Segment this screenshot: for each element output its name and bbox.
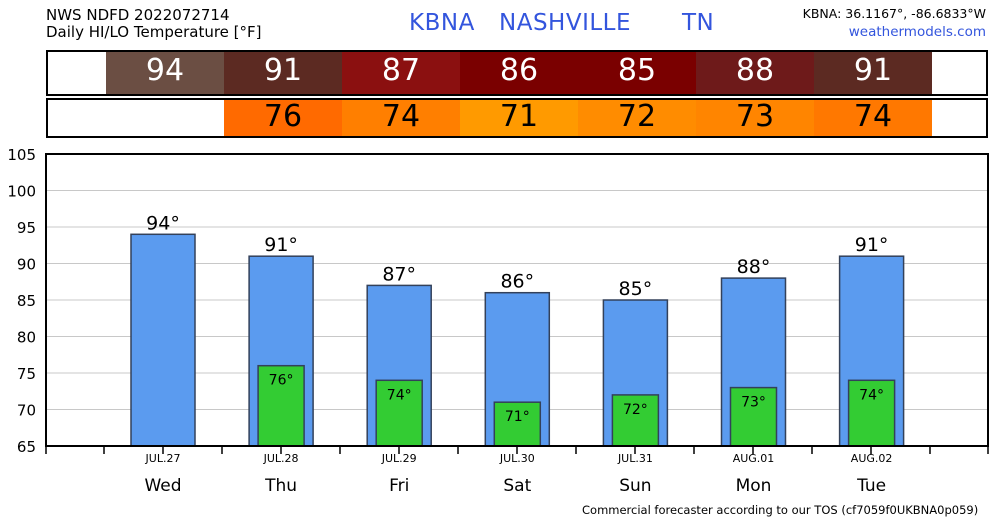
chart-subtitle: Daily HI/LO Temperature [°F] [46,23,262,41]
lo-cell: 73 [696,100,814,136]
hi-cell: 88 [696,52,814,94]
lo-data-label: 76° [269,373,294,389]
lo-bar [493,401,542,447]
lo-bar [611,394,660,447]
lo-data-label: 74° [387,387,412,403]
lo-data-label: 71° [505,409,530,425]
y-axis: 65 70 75 80 85 90 95 100 105 [7,146,36,456]
lo-cell: 72 [578,100,696,136]
footer-note: Commercial forecaster according to our T… [582,503,979,517]
lo-data-label: 72° [623,402,648,418]
hi-data-label: 91° [264,234,298,256]
hi-cell-value: 86 [499,53,539,88]
x-day-label: Sat [503,476,531,496]
hi-cell-value: 91 [853,53,893,88]
site-link[interactable]: weathermodels.com [848,24,986,40]
lo-cell-value: 74 [853,99,893,134]
hi-cell: 91 [224,52,342,94]
hi-cell: 94 [106,52,224,94]
y-tick-label: 70 [17,402,36,420]
lo-cell: 76 [224,100,342,136]
lo-bar [375,379,423,447]
hi-cell: 86 [460,52,578,94]
hi-cell-value: 94 [145,53,185,88]
y-tick-label: 80 [17,329,36,347]
lo-data-label: 74° [859,387,884,403]
x-day-label: Mon [736,476,772,496]
lo-cell: 71 [460,100,578,136]
lo-cell-value: 76 [263,99,303,134]
x-day-label: Fri [389,476,409,496]
x-date-label: JUL.28 [263,452,299,465]
hi-cell: 87 [342,52,460,94]
x-axis: JUL.27 Wed JUL.28 Thu JUL.29 Fri JUL.30 Sat JUL.… [45,446,989,496]
lo-cell-value: 74 [381,99,421,134]
y-tick-label: 65 [17,438,36,456]
hi-data-label: 86° [500,271,534,293]
y-tick-label: 85 [17,292,36,310]
station-coords: KBNA: 36.1167°, -86.6833°W [802,6,986,21]
x-date-label: JUL.29 [381,452,417,465]
hi-data-label: 94° [146,212,180,234]
hi-cell-value: 87 [381,53,421,88]
x-day-label: Thu [264,476,297,496]
lo-cell-value: 71 [499,99,539,134]
lo-cell-value: 72 [617,99,657,134]
station-name: NASHVILLE [499,10,632,36]
hi-cell-value: 88 [735,53,775,88]
y-tick-label: 105 [7,146,36,164]
hi-cell: 85 [578,52,696,94]
product-title: NWS NDFD 2022072714 [46,6,230,24]
x-date-label: AUG.02 [851,452,893,465]
hi-data-label: 85° [619,278,653,300]
lo-bar [847,379,896,447]
y-tick-label: 90 [17,256,36,274]
hi-bar [130,233,196,447]
hi-data-label: 87° [382,263,416,285]
x-day-label: Sun [619,476,651,496]
hi-cell-value: 85 [617,53,657,88]
lo-cell: 74 [342,100,460,136]
lo-cell-value: 73 [735,99,775,134]
x-date-label: JUL.27 [145,452,181,465]
station-state: TN [682,10,715,36]
station-id: KBNA [409,10,475,36]
x-date-label: JUL.31 [617,452,653,465]
x-day-label: Tue [856,476,886,496]
lo-data-label: 73° [741,395,766,411]
hi-temperature-strip: 94 91 87 86 85 88 91 [46,50,988,96]
x-day-label: Wed [144,476,181,496]
lo-cell: 74 [814,100,932,136]
lo-temperature-strip: 76 74 71 72 73 74 [46,98,988,138]
hi-cell: 91 [814,52,932,94]
x-date-label: JUL.30 [499,452,535,465]
plot-frame [45,153,989,447]
y-tick-label: 100 [7,183,36,201]
hi-cell-value: 91 [263,53,303,88]
bar-series: 94° 91° 76° 87° 74° 86° 71° 85° 72° 88° 73° 91° 74° [130,212,905,447]
x-date-label: AUG.01 [733,452,775,465]
hi-data-label: 91° [855,234,889,256]
hi-data-label: 88° [737,256,771,278]
y-tick-label: 95 [17,219,36,237]
y-tick-label: 75 [17,365,36,383]
lo-bar [257,364,305,447]
